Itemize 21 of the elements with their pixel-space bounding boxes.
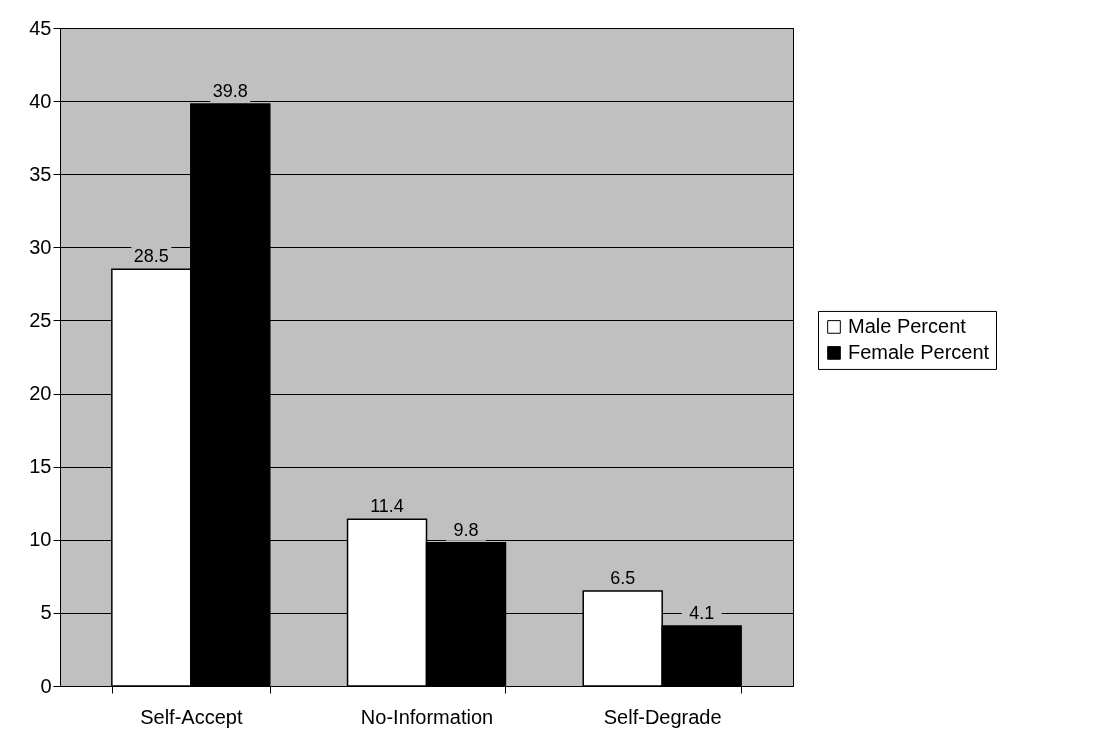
legend-label: Male Percent xyxy=(848,314,967,337)
data-label: 9.8 xyxy=(453,519,479,540)
data-label: 28.5 xyxy=(133,246,169,267)
y-tick-label: 30 xyxy=(29,235,52,258)
y-tick-label: 20 xyxy=(29,382,52,405)
y-tick-label: 5 xyxy=(40,601,52,624)
legend-label: Female Percent xyxy=(848,340,990,363)
y-tick-label: 25 xyxy=(29,308,52,331)
data-label: 11.4 xyxy=(370,496,404,517)
y-tick-label: 15 xyxy=(29,455,52,478)
data-label: 6.5 xyxy=(610,567,636,588)
x-tick-label: Self-Degrade xyxy=(603,705,722,728)
y-tick-label: 45 xyxy=(29,16,52,39)
x-tick-label: No-Information xyxy=(360,705,494,728)
x-tick-label: Self-Accept xyxy=(140,705,243,728)
y-tick-label: 0 xyxy=(40,674,52,697)
y-tick-label: 10 xyxy=(29,528,52,551)
y-tick-label: 35 xyxy=(29,162,52,185)
y-tick-label: 40 xyxy=(29,89,52,112)
data-label: 4.1 xyxy=(689,603,715,624)
data-label: 39.8 xyxy=(212,81,248,102)
